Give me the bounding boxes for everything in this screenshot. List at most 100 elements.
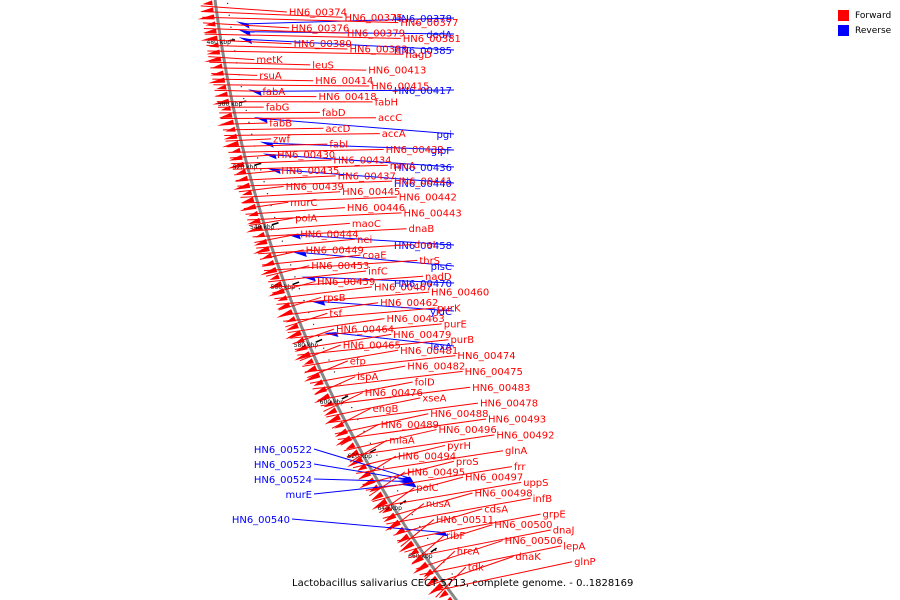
- forward-gene-arrow: [313, 386, 328, 395]
- forward-gene-arrow: [371, 498, 388, 510]
- forward-callout-line: [372, 476, 464, 502]
- forward-gene-label: HN6_00430: [277, 150, 335, 161]
- forward-gene-label: HN6_00497: [465, 473, 523, 484]
- forward-gene-label: HN6_00374: [289, 8, 347, 19]
- forward-callout-line: [258, 244, 412, 255]
- forward-gene-label: HN6_00379: [347, 29, 405, 40]
- forward-callout-line: [340, 423, 380, 446]
- tick-dot: [226, 2, 229, 5]
- reverse-gene-arrow: [237, 29, 251, 37]
- forward-gene-label: thrS: [419, 256, 440, 267]
- forward-callout-line: [415, 540, 503, 570]
- forward-gene-label: HN6_00495: [407, 467, 465, 478]
- forward-callout-line: [220, 117, 377, 120]
- forward-gene-label: engB: [373, 404, 399, 415]
- forward-gene-label: HN6_00445: [342, 187, 400, 198]
- forward-callout-line: [331, 407, 371, 429]
- tick-label: 520 kbp: [233, 164, 258, 171]
- forward-gene-label: fabB: [269, 119, 292, 130]
- forward-gene-arrow: [200, 35, 218, 41]
- forward-callout-line: [375, 481, 522, 508]
- reverse-callout-line: [303, 252, 455, 267]
- tick-dot: [451, 573, 453, 575]
- forward-callout-line: [379, 487, 415, 514]
- forward-gene-label: HN6_00383: [349, 45, 407, 56]
- forward-callout-line: [247, 212, 402, 221]
- tick-dot: [294, 276, 296, 278]
- forward-gene-label: glnA: [505, 446, 527, 457]
- forward-callout-line: [209, 61, 311, 66]
- tick-dot: [230, 26, 232, 28]
- reverse-callout-line: [321, 301, 455, 312]
- forward-callout-line: [400, 519, 435, 547]
- forward-gene-arrow: [212, 63, 223, 69]
- tick-dot: [281, 240, 284, 242]
- reverse-callout-line: [273, 154, 455, 168]
- reverse-gene-label: HN6_00385: [394, 46, 452, 57]
- forward-callout-line: [411, 534, 445, 564]
- forward-gene-label: HN6_00463: [387, 314, 445, 325]
- tick-dot: [266, 192, 269, 195]
- forward-gene-arrow: [269, 274, 280, 280]
- forward-gene-arrow: [323, 407, 338, 416]
- forward-gene-arrow: [438, 589, 449, 599]
- forward-gene-label: infB: [533, 494, 553, 505]
- forward-gene-label: lepA: [563, 541, 585, 552]
- forward-callout-line: [362, 460, 455, 486]
- forward-callout-line: [312, 370, 463, 390]
- forward-swatch: [838, 10, 849, 21]
- forward-callout-line: [202, 16, 399, 24]
- genome-backbone: [213, 0, 459, 600]
- reverse-callout-line: [312, 276, 455, 284]
- forward-gene-arrow: [214, 91, 229, 97]
- tick-dot: [263, 181, 265, 183]
- forward-callout-line: [210, 67, 367, 71]
- forward-gene-label: HN6_00376: [291, 23, 349, 34]
- reverse-gene-label: murE: [285, 490, 312, 501]
- tick-label: 480 kbp: [206, 39, 231, 46]
- tick-mark: [369, 448, 377, 454]
- forward-gene-arrow: [411, 554, 424, 565]
- tick-label: 600 kbp: [320, 399, 345, 406]
- forward-gene-arrow: [208, 42, 219, 48]
- forward-gene-label: HN6_00439: [286, 182, 344, 193]
- reverse-gene-arrow: [400, 482, 417, 488]
- forward-callout-line: [396, 513, 541, 542]
- forward-gene-label: HN6_00415: [371, 82, 429, 93]
- reverse-callout-line: [249, 39, 455, 51]
- forward-callout-line: [221, 122, 268, 125]
- forward-gene-arrow: [241, 189, 253, 196]
- legend: Forward Reverse: [838, 8, 891, 38]
- forward-gene-label: HN6_00494: [398, 452, 456, 463]
- forward-callout-line: [309, 365, 406, 384]
- forward-gene-label: HN6_00467: [374, 282, 432, 293]
- forward-gene-label: HN6_00435: [281, 166, 339, 177]
- tick-dot: [369, 442, 372, 444]
- forward-callout-line: [240, 191, 341, 198]
- forward-gene-label: HN6_00377: [400, 18, 458, 29]
- tick-label: 560 kbp: [271, 284, 296, 291]
- forward-gene-label: HN6_00453: [311, 261, 369, 272]
- reverse-gene-label: yidC: [430, 307, 452, 318]
- forward-callout-line: [203, 27, 345, 34]
- forward-gene-label: HN6_00414: [315, 76, 373, 87]
- forward-gene-arrow: [303, 372, 321, 382]
- forward-gene-label: HN6_00434: [333, 156, 391, 167]
- forward-callout-line: [299, 344, 341, 362]
- forward-gene-label: HN6_00483: [472, 383, 530, 394]
- forward-gene-label: dnaK: [515, 552, 541, 563]
- forward-gene-arrow: [260, 267, 278, 276]
- forward-gene-label: HN6_00506: [505, 536, 563, 547]
- forward-gene-label: HN6_00478: [480, 399, 538, 410]
- forward-callout-line: [427, 555, 514, 587]
- forward-gene-label: nadD: [425, 272, 452, 283]
- forward-gene-label: accC: [378, 113, 402, 124]
- forward-gene-label: xseA: [422, 393, 446, 404]
- forward-callout-line: [359, 455, 397, 480]
- forward-gene-arrow: [425, 575, 439, 587]
- tick-label: 640 kbp: [377, 505, 402, 512]
- forward-callout-line: [276, 291, 430, 305]
- forward-callout-line: [265, 265, 310, 277]
- forward-callout-line: [263, 259, 418, 272]
